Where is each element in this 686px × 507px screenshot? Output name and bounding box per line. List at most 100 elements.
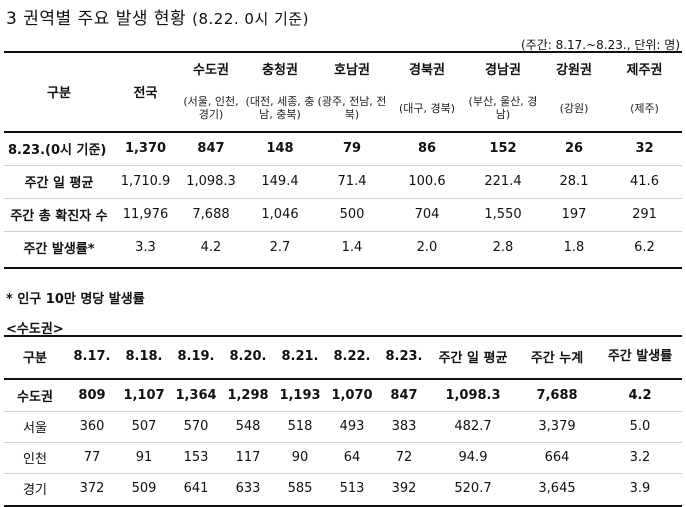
row-label: 주간 일 평균: [4, 164, 114, 198]
table-cell: 86: [389, 131, 465, 165]
table-cell: 493: [326, 410, 378, 442]
table-cell: 4.2: [177, 230, 245, 263]
table-cell: 1,298: [222, 378, 274, 411]
table-row: 주간 발생률* 3.3 4.2 2.7 1.4 2.0 2.8 1.8 6.2: [4, 230, 682, 263]
table-cell: 64: [326, 441, 378, 473]
header-cell: 8.23.: [385, 349, 423, 364]
table-cell: 5.0: [598, 410, 682, 442]
table-cell: 1,550: [465, 197, 541, 231]
table-cell: 1,364: [170, 378, 222, 411]
table2-header-row: 구분 8.17. 8.18. 8.19. 8.20. 8.21. 8.22. 8…: [4, 335, 682, 379]
table-cell: 41.6: [607, 164, 682, 198]
table-cell: 500: [315, 197, 389, 231]
table-cell: 117: [222, 441, 274, 473]
header-cell: 강원권: [556, 62, 592, 78]
table-cell: 2.7: [245, 230, 315, 263]
table-cell: 71.4: [315, 164, 389, 198]
title-sub: (8.22. 0시 기준): [192, 10, 309, 28]
regional-summary-table: 구분 전국 수도권 충청권 호남권 경북권 경남권 강원권 제주권 (서울, 인…: [4, 51, 682, 263]
table-cell: 3.2: [598, 441, 682, 473]
row-label: 주간 총 확진자 수: [4, 197, 114, 231]
table-cell: 520.7: [430, 472, 516, 503]
table-cell: 28.1: [541, 164, 607, 198]
header-cell: 8.20.: [229, 349, 267, 364]
header-cell: 주간 일 평균: [438, 351, 508, 366]
table-row: 주간 일 평균 1,710.9 1,098.3 149.4 71.4 100.6…: [4, 164, 682, 198]
table-cell: 1,098.3: [430, 378, 516, 411]
row-label: 인천: [4, 441, 66, 473]
table-cell: 152: [465, 131, 541, 165]
header-cell: 제주권: [626, 62, 663, 78]
row-label: 수도권: [4, 378, 66, 411]
table-cell: 1,370: [114, 131, 177, 165]
header-cell: 구분: [47, 85, 71, 101]
table-cell: 4.2: [598, 378, 682, 411]
header-cell: 8.18.: [125, 349, 163, 364]
subheader-cell: (강원): [559, 101, 589, 115]
table-cell: 507: [118, 410, 170, 442]
subheader-cell: (제주): [630, 101, 659, 115]
row-label: 8.23.(0시 기준): [4, 131, 114, 165]
header-cell: 충청권: [262, 62, 298, 78]
table-cell: 3.9: [598, 472, 682, 503]
title-main: 3 권역별 주요 발생 현황: [6, 9, 187, 29]
table-cell: 641: [170, 472, 222, 503]
table-cell: 509: [118, 472, 170, 503]
table-cell: 809: [66, 378, 118, 411]
table-cell: 197: [541, 197, 607, 231]
table-row: 경기 372 509 641 633 585 513 392 520.7 3,6…: [4, 472, 682, 503]
table-cell: 291: [607, 197, 682, 231]
table-cell: 6.2: [607, 230, 682, 263]
header-cell: 수도권: [193, 62, 229, 78]
table-cell: 149.4: [245, 164, 315, 198]
table-cell: 7,688: [516, 378, 598, 411]
metro-daily-table: 구분 8.17. 8.18. 8.19. 8.20. 8.21. 8.22. 8…: [4, 335, 682, 503]
table-cell: 847: [378, 378, 430, 411]
header-cell: 구분: [23, 351, 47, 366]
row-label: 서울: [4, 410, 66, 442]
header-cell: 주간 발생률: [607, 349, 673, 364]
table-cell: 360: [66, 410, 118, 442]
table-cell: 372: [66, 472, 118, 503]
row-label: 경기: [4, 472, 66, 503]
table1-subheader-row: (서울, 인천, 경기) (대전, 세종, 충남, 충북) (광주, 전남, 전…: [4, 85, 682, 132]
footnote: * 인구 10만 명당 발생률: [6, 292, 145, 307]
table-cell: 11,976: [114, 197, 177, 231]
table-row: 주간 총 확진자 수 11,976 7,688 1,046 500 704 1,…: [4, 197, 682, 231]
table-cell: 90: [274, 441, 326, 473]
header-cell: 경북권: [409, 62, 445, 78]
table-cell: 570: [170, 410, 222, 442]
table-cell: 26: [541, 131, 607, 165]
row-label: 주간 발생률*: [4, 230, 114, 263]
table-cell: 383: [378, 410, 430, 442]
table-cell: 704: [389, 197, 465, 231]
table-cell: 513: [326, 472, 378, 503]
table-cell: 2.8: [465, 230, 541, 263]
table-cell: 91: [118, 441, 170, 473]
subheader-cell: (대구, 경북): [398, 101, 456, 115]
header-cell: 경남권: [485, 62, 521, 78]
table-cell: 32: [607, 131, 682, 165]
table-cell: 1,107: [118, 378, 170, 411]
header-cell: 8.21.: [281, 349, 319, 364]
table-cell: 847: [177, 131, 245, 165]
table-cell: 7,688: [177, 197, 245, 231]
table-cell: 221.4: [465, 164, 541, 198]
page-title: 3 권역별 주요 발생 현황 (8.22. 0시 기준): [6, 4, 309, 29]
table-cell: 94.9: [430, 441, 516, 473]
table-cell: 79: [315, 131, 389, 165]
unit-note: (주간: 8.17.~8.23., 단위: 명): [520, 38, 680, 52]
header-cell: 8.17.: [73, 349, 111, 364]
table-cell: 1.8: [541, 230, 607, 263]
table-cell: 1,098.3: [177, 164, 245, 198]
subheader-cell: (광주, 전남, 전북): [317, 95, 387, 121]
table-row: 인천 77 91 153 117 90 64 72 94.9 664 3.2: [4, 441, 682, 473]
table-cell: 2.0: [389, 230, 465, 263]
section-label: <수도권>: [6, 322, 64, 337]
table-cell: 664: [516, 441, 598, 473]
table-cell: 585: [274, 472, 326, 503]
header-cell: 전국: [133, 85, 158, 101]
table-cell: 100.6: [389, 164, 465, 198]
subheader-cell: (부산, 울산, 경남): [468, 95, 538, 121]
table-row: 8.23.(0시 기준) 1,370 847 148 79 86 152 26 …: [4, 131, 682, 165]
